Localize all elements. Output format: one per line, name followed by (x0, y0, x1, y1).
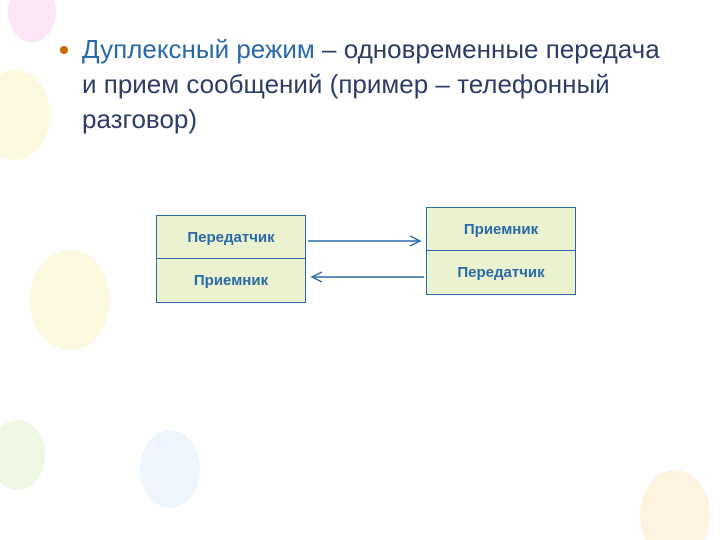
slide-content: Дуплексный режим – одновременные передач… (0, 0, 720, 327)
balloon-decoration (640, 470, 710, 540)
duplex-diagram: Передатчик Приемник Приемник Передатчик (156, 207, 576, 327)
arrow-area (306, 207, 426, 327)
right-top-cell: Приемник (426, 207, 576, 251)
right-bottom-cell: Передатчик (426, 251, 576, 295)
right-node: Приемник Передатчик (426, 207, 576, 295)
left-bottom-cell: Приемник (156, 259, 306, 303)
left-top-cell: Передатчик (156, 215, 306, 259)
bullet-text: Дуплексный режим – одновременные передач… (82, 32, 672, 137)
bullet-term: Дуплексный режим (82, 34, 315, 64)
balloon-decoration (140, 430, 200, 508)
bullet-dot (60, 46, 68, 54)
arrow-left-icon (306, 271, 426, 283)
balloon-decoration (0, 420, 45, 490)
arrow-right-icon (306, 235, 426, 247)
bullet-item: Дуплексный режим – одновременные передач… (60, 32, 672, 137)
left-node: Передатчик Приемник (156, 215, 306, 303)
